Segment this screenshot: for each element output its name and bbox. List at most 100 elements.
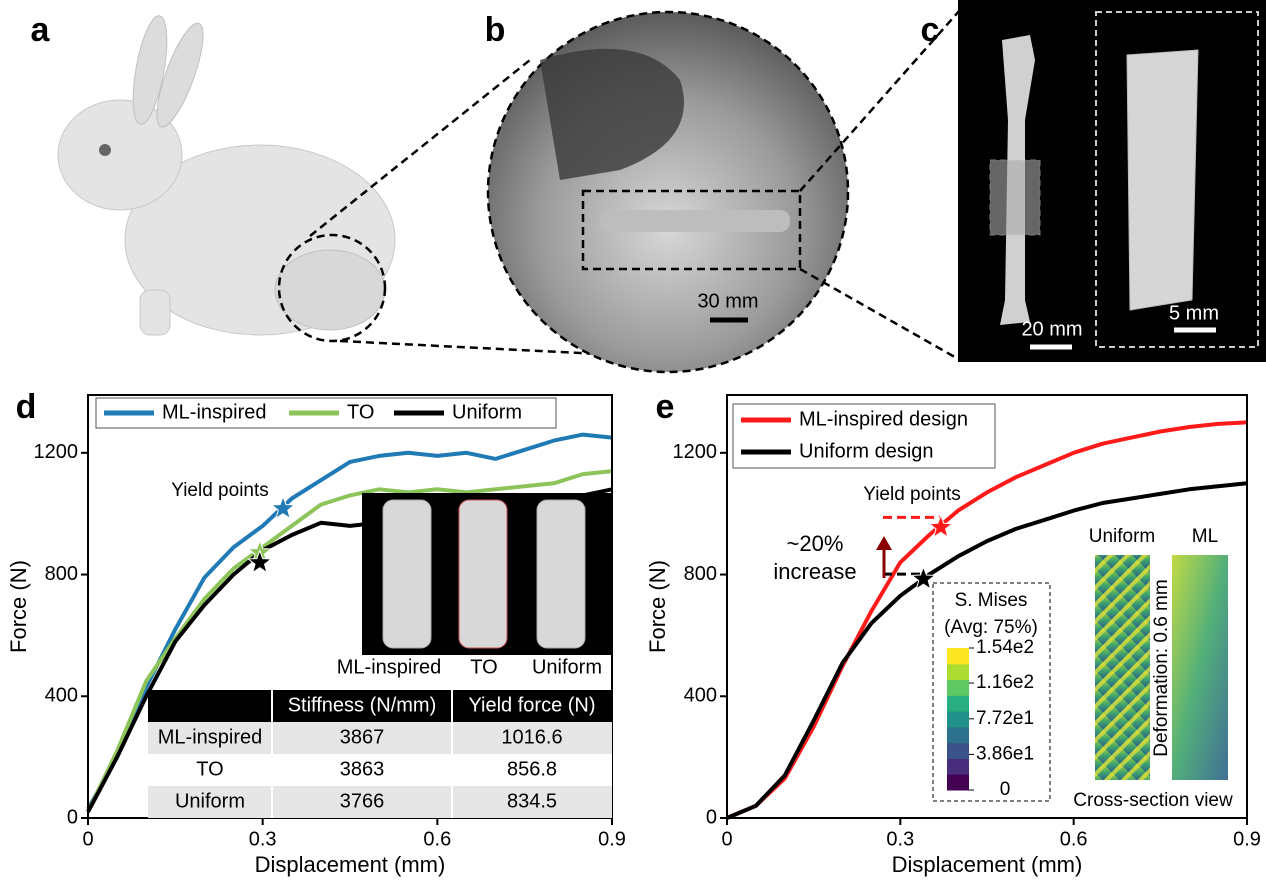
table-header bbox=[148, 690, 612, 722]
y-axis-label: Force (N) bbox=[6, 560, 31, 653]
yield-star bbox=[928, 513, 954, 539]
panel-label: a bbox=[31, 11, 51, 49]
table-row bbox=[148, 722, 612, 754]
inset-label: ML bbox=[1192, 526, 1218, 547]
table-cell: 834.5 bbox=[507, 790, 557, 812]
y-tick-label: 400 bbox=[684, 685, 717, 707]
colorbar-step bbox=[947, 774, 969, 791]
arrow-head bbox=[876, 536, 892, 550]
colorbar-step bbox=[947, 742, 969, 759]
yield-star bbox=[270, 495, 296, 520]
legend-label: ML-inspired bbox=[162, 401, 266, 423]
yield-star bbox=[910, 565, 937, 590]
inset-label: Deformation: 0.6 mm bbox=[1151, 579, 1172, 756]
plot-frame bbox=[726, 394, 1248, 819]
colorbar-step bbox=[947, 695, 969, 712]
lattice-uniform bbox=[1095, 555, 1150, 780]
zoom-line bbox=[309, 59, 531, 237]
series-line bbox=[86, 432, 613, 810]
inset-label: Cross-section view bbox=[1073, 790, 1233, 811]
table-cell: ML-inspired bbox=[158, 726, 262, 748]
colorbar-tick-label: 0 bbox=[1000, 779, 1011, 800]
y-tick-label: 0 bbox=[706, 806, 717, 828]
series-line bbox=[726, 481, 1248, 820]
y-tick-label: 800 bbox=[45, 563, 78, 585]
table-cell: TO bbox=[196, 758, 223, 780]
colorbar-step bbox=[947, 648, 969, 665]
inset-label: Uniform bbox=[1089, 526, 1156, 547]
y-tick-label: 800 bbox=[684, 563, 717, 585]
y-tick-label: 1200 bbox=[673, 441, 718, 463]
table-cell: 3863 bbox=[340, 758, 385, 780]
scale-label: 5 mm bbox=[1169, 302, 1219, 324]
legend-label: Uniform design bbox=[799, 440, 934, 462]
x-tick-label: 0.3 bbox=[886, 828, 914, 850]
x-tick-label: 0.3 bbox=[249, 828, 277, 850]
lattice-model bbox=[382, 499, 432, 649]
legend-label: ML-inspired design bbox=[799, 408, 968, 430]
panel-label: e bbox=[656, 388, 675, 426]
panel-label: b bbox=[485, 11, 506, 49]
x-tick-label: 0 bbox=[82, 828, 93, 850]
colorbar-title: S. Mises bbox=[955, 590, 1028, 611]
colorbar-tick-label: 7.72e1 bbox=[976, 708, 1034, 729]
zoom-circle bbox=[277, 233, 387, 343]
lattice-ml bbox=[1172, 555, 1228, 780]
yield-star bbox=[246, 549, 273, 574]
table-cell: 3867 bbox=[340, 726, 385, 748]
bone-xray bbox=[600, 210, 790, 232]
legend-label: TO bbox=[347, 401, 374, 423]
legend-box bbox=[732, 403, 996, 469]
zoom-box bbox=[989, 159, 1041, 236]
zoom-line bbox=[339, 339, 621, 357]
x-tick-label: 0.6 bbox=[1060, 828, 1088, 850]
annotation: Yield points bbox=[171, 480, 269, 501]
zoom-line bbox=[799, 267, 961, 362]
xray-shadow bbox=[540, 48, 684, 180]
x-axis-label: Displacement (mm) bbox=[892, 852, 1083, 877]
colorbar-tick-label: 1.54e2 bbox=[976, 637, 1034, 658]
annotation: increase bbox=[773, 559, 856, 584]
table-cell: Uniform bbox=[175, 790, 245, 812]
inset-label: TO bbox=[470, 656, 497, 678]
panel-label: c bbox=[921, 11, 940, 49]
colorbar-tick-label: 1.16e2 bbox=[976, 672, 1034, 693]
x-tick-label: 0.9 bbox=[1233, 828, 1261, 850]
colorbar-title: (Avg: 75%) bbox=[944, 617, 1038, 638]
x-axis-label: Displacement (mm) bbox=[255, 852, 446, 877]
y-tick-label: 1200 bbox=[34, 441, 79, 463]
panel-label: d bbox=[16, 388, 37, 426]
colorbar-step bbox=[947, 726, 969, 744]
table-cell: 1016.6 bbox=[501, 726, 562, 748]
colorbar-step bbox=[947, 663, 969, 681]
y-tick-label: 400 bbox=[45, 685, 78, 707]
lattice-model bbox=[536, 499, 586, 649]
y-tick-label: 0 bbox=[67, 806, 78, 828]
scale-label: 30 mm bbox=[697, 290, 758, 312]
inset-label: Uniform bbox=[532, 656, 602, 678]
colorbar-step bbox=[947, 711, 969, 728]
annotation: ~20% bbox=[787, 531, 844, 556]
series-line bbox=[726, 420, 1248, 820]
legend-label: Uniform bbox=[452, 401, 522, 423]
zoom-inset bbox=[1095, 11, 1259, 348]
table-row bbox=[148, 786, 612, 818]
x-tick-label: 0 bbox=[721, 828, 732, 850]
annotation: Yield points bbox=[863, 484, 961, 505]
zoom-line bbox=[799, 9, 961, 192]
table-header-cell: Yield force (N) bbox=[468, 694, 595, 716]
x-tick-label: 0.6 bbox=[423, 828, 451, 850]
scale-label: 20 mm bbox=[1021, 318, 1082, 340]
colorbar-tick-label: 3.86e1 bbox=[976, 743, 1034, 764]
rabbit-illustration bbox=[57, 15, 396, 336]
bone-segment bbox=[1126, 49, 1199, 311]
table-row bbox=[148, 754, 612, 786]
colorbar-step bbox=[947, 758, 969, 775]
table-header-cell: Stiffness (N/mm) bbox=[288, 694, 437, 716]
table-cell: 856.8 bbox=[507, 758, 557, 780]
inset-label: ML-inspired bbox=[337, 656, 441, 678]
colorbar-step bbox=[947, 679, 969, 696]
x-tick-label: 0.9 bbox=[598, 828, 626, 850]
lattice-model bbox=[458, 499, 508, 649]
